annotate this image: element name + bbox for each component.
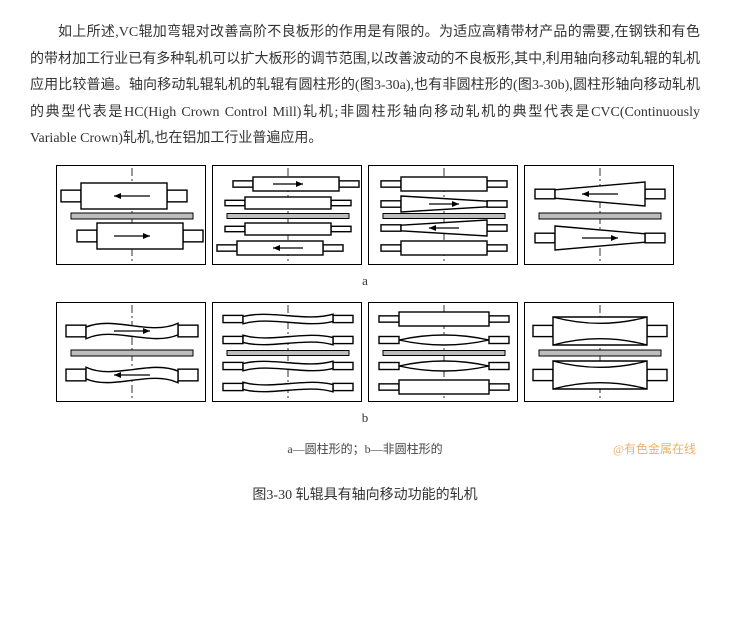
- figure-3-30: a b a—圆柱形的；b—非圆柱形的 @有色金属在线 图3-30 轧辊具有轴向移…: [30, 165, 700, 510]
- figure-row-a: [30, 165, 700, 265]
- mill-diagram-a2: [212, 165, 362, 265]
- figure-row-a-label: a: [30, 269, 700, 294]
- figure-legend: a—圆柱形的；b—非圆柱形的 @有色金属在线: [30, 438, 700, 461]
- figure-legend-text: a—圆柱形的；b—非圆柱形的: [287, 442, 442, 456]
- mill-diagram-b4: [524, 302, 674, 402]
- mill-diagram-a3: [368, 165, 518, 265]
- mill-diagram-b1: [56, 302, 206, 402]
- mill-diagram-a4: [524, 165, 674, 265]
- watermark-text: @有色金属在线: [613, 438, 696, 461]
- figure-caption: 图3-30 轧辊具有轴向移动功能的轧机: [30, 483, 700, 510]
- mill-diagram-b2: [212, 302, 362, 402]
- body-paragraph: 如上所述,VC辊加弯辊对改善高阶不良板形的作用是有限的。为适应高精带材产品的需要…: [30, 20, 700, 153]
- mill-diagram-a1: [56, 165, 206, 265]
- mill-diagram-b3: [368, 302, 518, 402]
- figure-row-b: [30, 302, 700, 402]
- figure-row-b-label: b: [30, 406, 700, 431]
